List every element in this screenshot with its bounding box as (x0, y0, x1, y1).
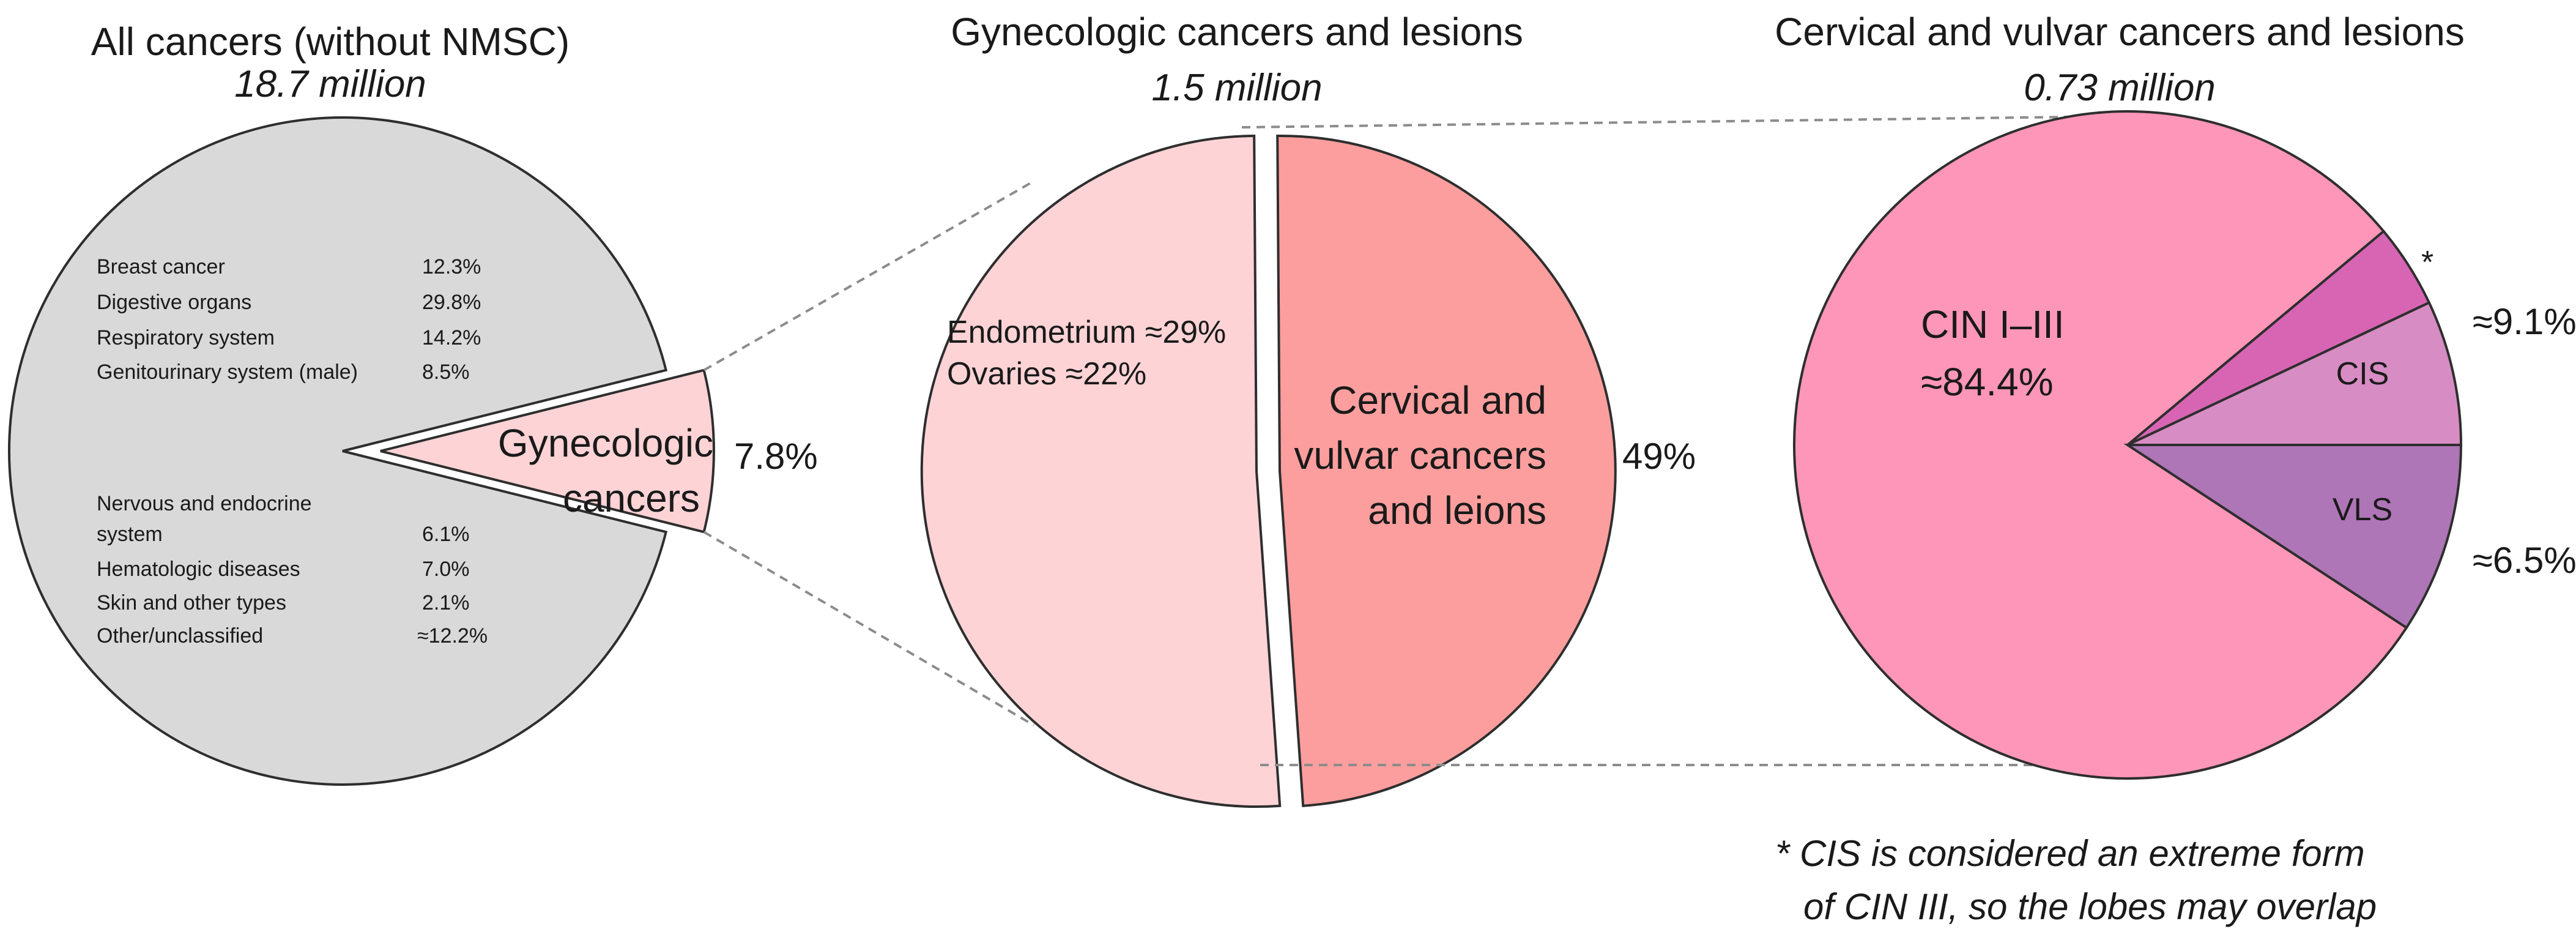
breakdown-value-digestive: 29.8% (422, 291, 481, 314)
breakdown-value-other: ≈12.2% (417, 624, 488, 648)
pie-all-cancers: All cancers (without NMSC) 18.7 million … (8, 20, 818, 786)
pie2-slice-endometrium-ovaries (920, 134, 1282, 808)
breakdown-label-digestive: Digestive organs (97, 291, 251, 314)
breakdown-label-nervous: Nervous and endocrine (97, 492, 312, 515)
pie-gynecologic: Gynecologic cancers and lesions 1.5 mill… (920, 10, 1696, 808)
pie1-gyn-label-line2: cancers (563, 476, 700, 520)
pie3-slice-cin (1792, 110, 2408, 780)
pie2-subtitle: 1.5 million (1151, 67, 1322, 109)
pie3-subtitle: 0.73 million (2024, 67, 2216, 109)
connector-pie2-pie3-top (1241, 115, 2120, 129)
pie1-slice-other-cancers (8, 116, 668, 786)
pie2-right-label-line1: Cervical and (1329, 378, 1546, 422)
breakdown-label-nervous-line2: system (97, 523, 163, 546)
pie3-title: Cervical and vulvar cancers and lesions (1775, 10, 2465, 54)
breakdown-value-skin: 2.1% (422, 591, 470, 614)
breakdown-label-genitourinary: Genitourinary system (male) (97, 360, 358, 384)
pie1-gyn-label-line1: Gynecologic (498, 421, 713, 465)
pie2-right-label-line3: and leions (1368, 488, 1546, 532)
breakdown-value-nervous: 6.1% (422, 523, 470, 546)
breakdown-label-respiratory: Respiratory system (97, 326, 275, 349)
pie2-left-label-line2: Ovaries ≈22% (947, 356, 1146, 392)
pie3-vls-label: VLS (2333, 492, 2392, 528)
breakdown-label-other: Other/unclassified (97, 624, 263, 648)
breakdown-label-breast: Breast cancer (97, 255, 225, 278)
pie1-title: All cancers (without NMSC) (91, 20, 570, 64)
breakdown-value-hematologic: 7.0% (422, 558, 470, 581)
pie2-title: Gynecologic cancers and lesions (951, 10, 1523, 54)
footnote-line1: * CIS is considered an extreme form (1775, 833, 2365, 874)
pie2-right-value: 49% (1622, 436, 1696, 477)
breakdown-value-genitourinary: 8.5% (422, 360, 470, 384)
breakdown-value-respiratory: 14.2% (422, 326, 481, 349)
pie2-slice-cervical-vulvar (1276, 134, 1617, 807)
pie1-gyn-value: 7.8% (734, 436, 818, 477)
pie1-slice-gynecologic-cancers (380, 368, 715, 534)
pie3-vls-value: ≈6.5% (2473, 540, 2576, 581)
breakdown-label-hematologic: Hematologic diseases (97, 558, 300, 581)
pie2-left-label-line1: Endometrium ≈29% (947, 315, 1226, 350)
pie3-bracket-value: ≈9.1% (2473, 301, 2576, 342)
pie3-slice-cis (2127, 301, 2463, 446)
footnote-line2: of CIN III, so the lobes may overlap (1803, 886, 2377, 927)
breakdown-label-skin: Skin and other types (97, 591, 286, 614)
breakdown-value-breast: 12.3% (422, 255, 481, 278)
pie3-cis-label: CIS (2336, 356, 2389, 392)
pie3-slice-vls (2123, 444, 2463, 630)
pie2-right-label-line2: vulvar cancers (1294, 433, 1546, 477)
connector-pie1-pie2-top (703, 180, 1034, 371)
pie-cervical-vulvar: Cervical and vulvar cancers and lesions … (1775, 10, 2576, 780)
pie3-cin-label-line1: CIN I–III (1921, 302, 2065, 346)
connector-pie1-pie2-bottom (703, 531, 1035, 726)
pie1-breakdown-legend: Breast cancer 12.3% Digestive organs 29.… (97, 255, 488, 648)
pie1-subtitle: 18.7 million (234, 63, 426, 105)
pie3-star-label: * (2421, 245, 2433, 280)
pie3-cin-label-line2: ≈84.4% (1921, 360, 2054, 404)
